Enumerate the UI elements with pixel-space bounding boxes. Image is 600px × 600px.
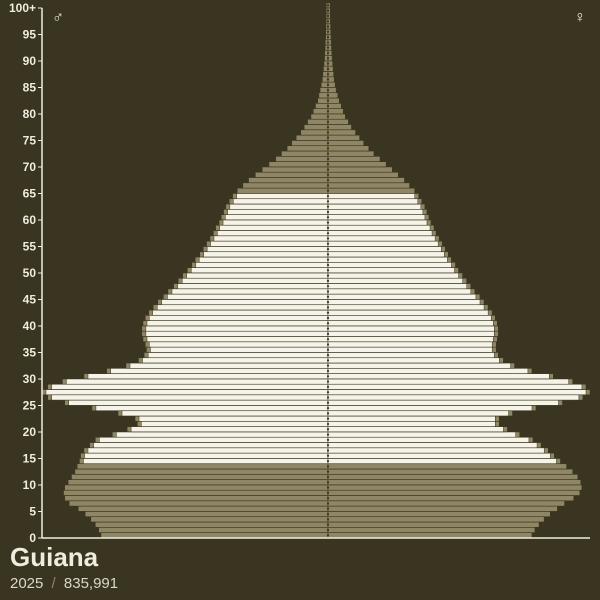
female-icon: ♀ (574, 9, 586, 26)
male-icon: ♂ (52, 9, 64, 26)
svg-text:30: 30 (23, 372, 37, 386)
svg-text:65: 65 (23, 187, 37, 201)
year-label: 2025 (10, 575, 43, 592)
country-name: Guiana (10, 542, 118, 573)
svg-text:90: 90 (23, 54, 37, 68)
svg-text:95: 95 (23, 28, 37, 42)
svg-text:85: 85 (23, 81, 37, 95)
svg-text:80: 80 (23, 107, 37, 121)
pyramid-svg: 0510152025303540455055606570758085909510… (0, 0, 600, 600)
svg-text:100+: 100+ (9, 1, 36, 15)
svg-text:50: 50 (23, 266, 37, 280)
meta-separator: / (52, 575, 56, 592)
population-label: 835,991 (64, 575, 118, 592)
svg-text:45: 45 (23, 293, 37, 307)
svg-text:75: 75 (23, 134, 37, 148)
svg-text:25: 25 (23, 399, 37, 413)
svg-text:15: 15 (23, 452, 37, 466)
svg-text:10: 10 (23, 478, 37, 492)
svg-text:70: 70 (23, 160, 37, 174)
svg-text:40: 40 (23, 319, 37, 333)
population-pyramid: 0510152025303540455055606570758085909510… (0, 0, 600, 600)
svg-text:20: 20 (23, 425, 37, 439)
svg-text:60: 60 (23, 213, 37, 227)
svg-text:5: 5 (29, 505, 36, 519)
svg-text:55: 55 (23, 240, 37, 254)
chart-footer: Guiana 2025 / 835,991 (10, 542, 118, 592)
chart-meta: 2025 / 835,991 (10, 575, 118, 592)
svg-text:35: 35 (23, 346, 37, 360)
